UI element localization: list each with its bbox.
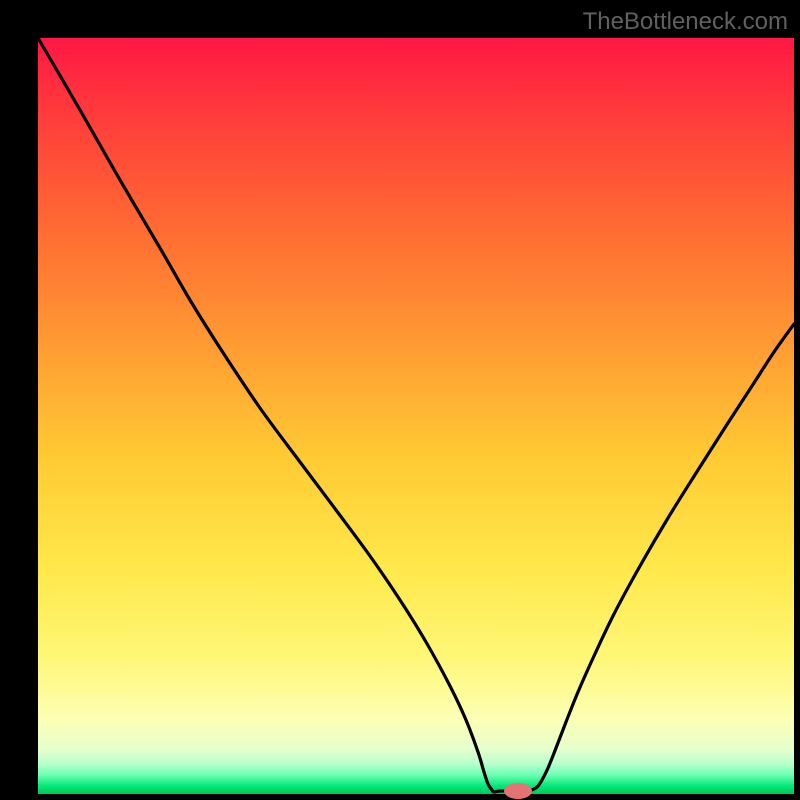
watermark-text: TheBottleneck.com: [583, 8, 788, 36]
plot-area: [38, 38, 794, 794]
chart-container: TheBottleneck.com: [0, 0, 800, 800]
